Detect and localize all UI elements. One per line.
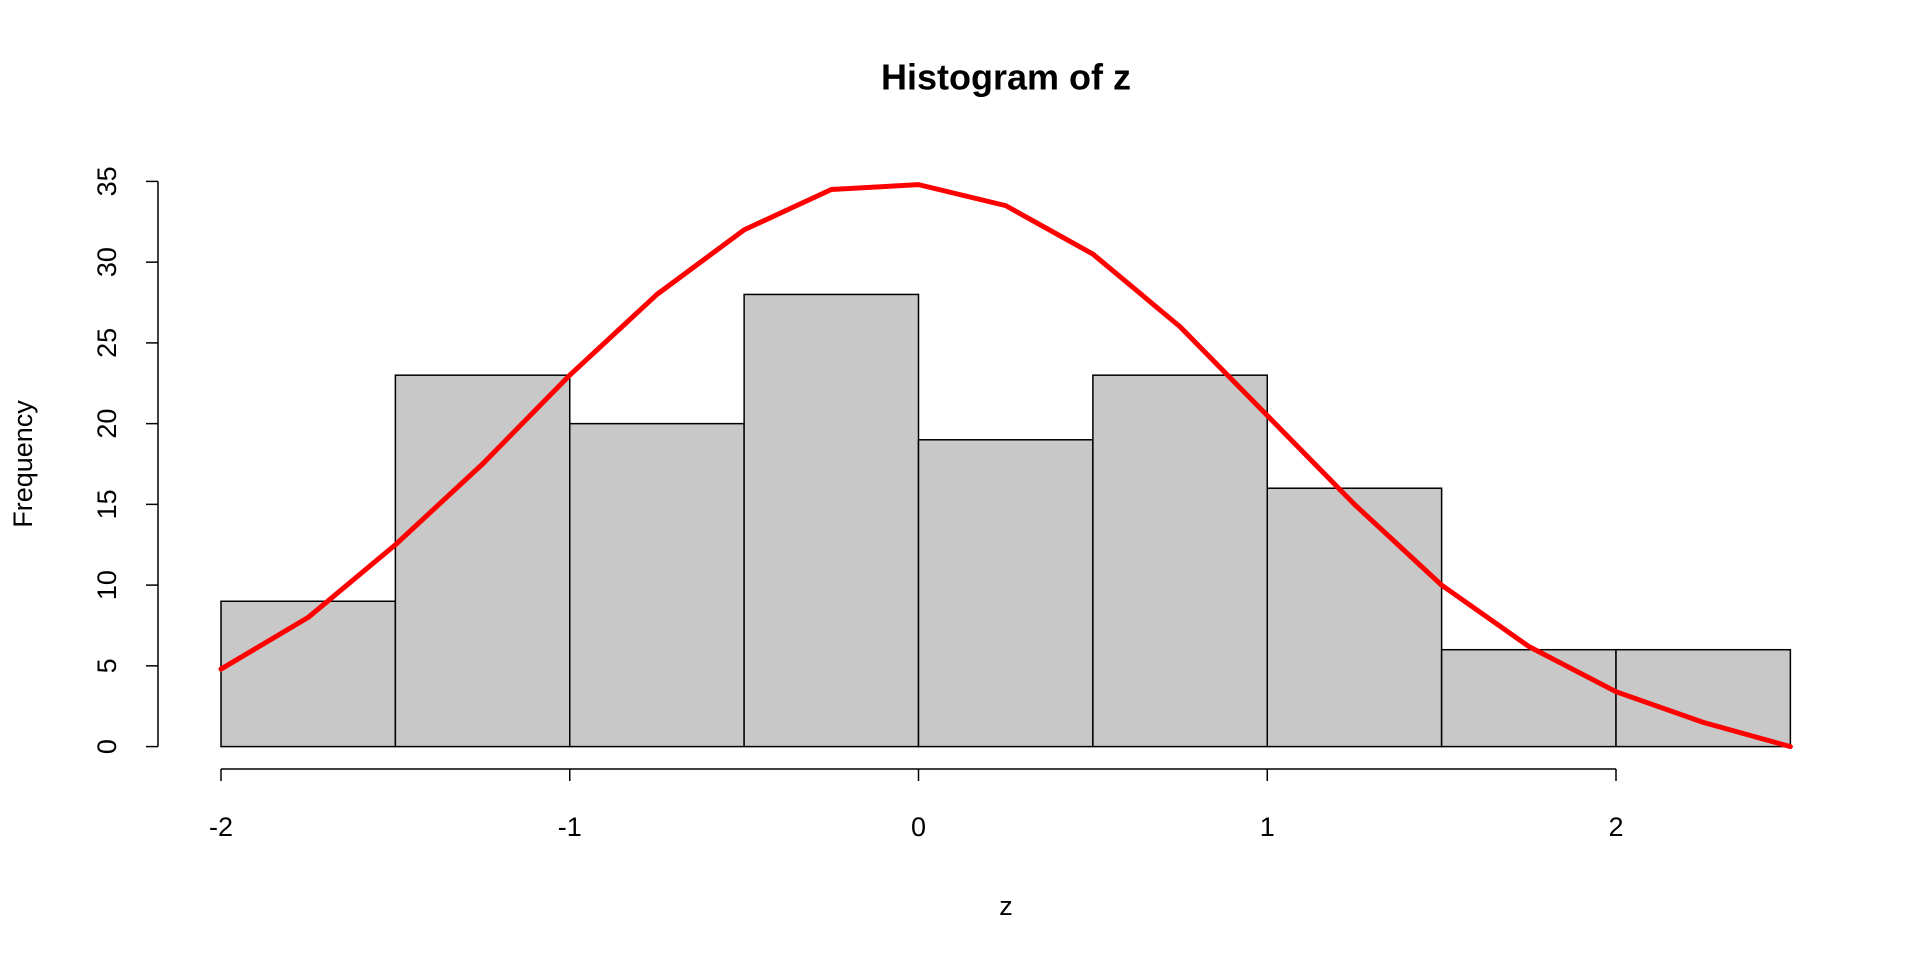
histogram-bar [1266, 487, 1443, 748]
y-tick-label: 10 [92, 570, 122, 600]
x-axis-label: z [999, 891, 1013, 921]
histogram-bar [743, 293, 920, 748]
x-tick-label: -1 [558, 812, 582, 842]
y-tick-label: 15 [92, 489, 122, 519]
y-tick-label: 0 [92, 739, 122, 754]
y-tick-label: 5 [92, 658, 122, 673]
y-tick-label: 25 [92, 328, 122, 358]
histogram-bar [1092, 374, 1268, 748]
y-tick-label: 20 [92, 409, 122, 439]
histogram-bar [394, 374, 571, 748]
x-tick-label: 0 [911, 812, 926, 842]
histogram-bar [220, 600, 397, 748]
y-tick-label: 30 [92, 247, 122, 277]
x-tick-label: 1 [1260, 812, 1275, 842]
x-tick-label: -2 [209, 812, 233, 842]
histogram-bar [569, 422, 745, 748]
y-axis-label: Frequency [8, 400, 38, 528]
x-tick-label: 2 [1608, 812, 1623, 842]
y-tick-label: 35 [92, 166, 122, 196]
histogram-bar [1615, 648, 1792, 748]
density-curve [218, 182, 1793, 750]
histogram-bar [1440, 648, 1617, 748]
chart-title: Histogram of z [881, 57, 1131, 98]
histogram-bar [917, 439, 1094, 748]
